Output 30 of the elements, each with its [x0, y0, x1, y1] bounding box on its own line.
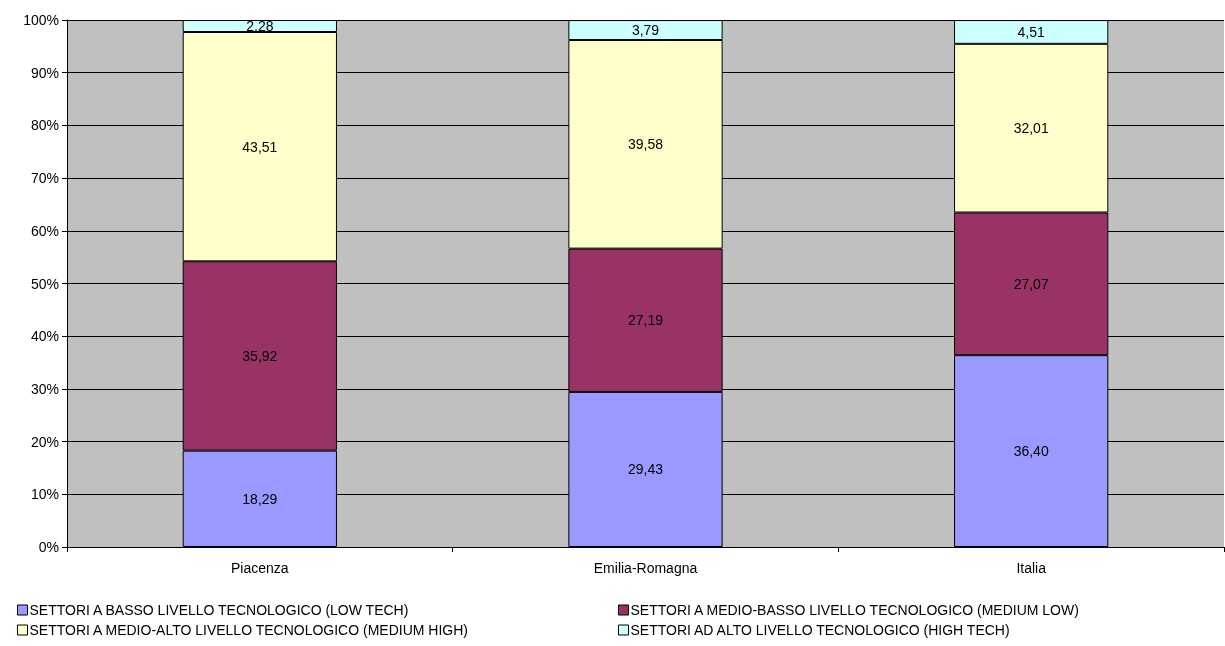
data-label: 4,51: [1017, 23, 1045, 40]
legend-label: SETTORI AD ALTO LIVELLO TECNOLOGICO (HIGH TECH): [630, 622, 1010, 638]
data-label: 27,19: [627, 312, 664, 329]
data-label: 43,51: [242, 138, 278, 155]
y-tick-label: 10%: [30, 486, 59, 503]
x-tick-label: Emilia-Romagna: [593, 560, 698, 576]
data-label: 18,29: [242, 490, 278, 507]
x-tick-label: Piacenza: [231, 560, 289, 576]
x-tick-label: Italia: [1016, 560, 1047, 576]
data-label: 3,79: [631, 22, 660, 39]
data-label: 27,07: [1013, 275, 1049, 292]
legend-label: SETTORI A BASSO LIVELLO TECNOLOGICO (LOW TECH): [29, 602, 409, 618]
legend-label: SETTORI A MEDIO-BASSO LIVELLO TECNOLOGICO (MEDIUM LOW): [630, 602, 1079, 618]
y-tick-label: 0%: [38, 539, 59, 555]
y-tick-label: 40%: [30, 328, 59, 345]
y-tick-label: 100%: [23, 12, 59, 28]
y-tick-label: 80%: [30, 117, 59, 134]
data-label: 32,01: [1013, 120, 1049, 137]
y-tick-label: 50%: [30, 275, 59, 292]
y-tick-label: 60%: [30, 222, 59, 239]
data-label: 35,92: [242, 347, 278, 364]
y-tick-label: 90%: [30, 64, 59, 81]
data-label: 36,40: [1013, 443, 1049, 460]
data-label: 2,28: [246, 18, 274, 35]
legend-label: SETTORI A MEDIO-ALTO LIVELLO TECNOLOGICO (MEDIUM HIGH): [29, 622, 468, 638]
y-tick-label: 70%: [30, 170, 59, 187]
y-tick-label: 20%: [30, 433, 59, 450]
y-tick-label: 30%: [30, 380, 59, 397]
data-label: 39,58: [627, 136, 664, 153]
data-label: 29,43: [627, 461, 664, 478]
